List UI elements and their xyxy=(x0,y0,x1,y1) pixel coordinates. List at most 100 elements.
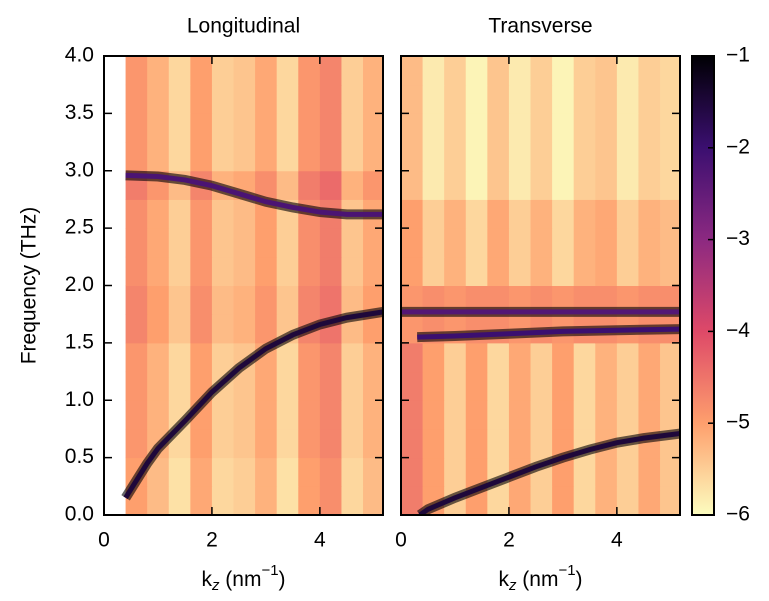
heatmap-cell xyxy=(233,142,256,172)
heatmap-cell xyxy=(125,371,148,401)
heatmap-cell xyxy=(638,457,661,487)
heatmap-cell xyxy=(487,113,510,143)
heatmap-cell xyxy=(422,228,445,258)
heatmap-cell xyxy=(190,84,213,114)
heatmap-cell xyxy=(530,142,553,172)
heatmap-cell xyxy=(125,314,148,344)
colorbar-tick-label: −2 xyxy=(726,135,750,158)
heatmap-cell xyxy=(465,371,488,401)
heatmap-cell xyxy=(530,371,553,401)
heatmap-cell xyxy=(487,486,510,515)
heatmap-cell xyxy=(487,256,510,286)
heatmap-cell xyxy=(276,228,299,258)
heatmap-cell xyxy=(616,56,639,86)
heatmap-cell xyxy=(595,113,618,143)
heatmap-cell xyxy=(168,56,191,86)
heatmap-cell xyxy=(422,84,445,114)
heatmap-cell xyxy=(255,56,278,86)
heatmap-cell xyxy=(660,486,680,515)
heatmap-cell xyxy=(255,285,278,315)
heatmap-cell xyxy=(530,486,553,515)
heatmap-cell xyxy=(638,113,661,143)
heatmap-cell xyxy=(444,457,467,487)
heatmap-cell xyxy=(233,84,256,114)
heatmap-cell xyxy=(401,428,424,459)
heatmap-cell xyxy=(401,142,424,172)
heatmap-cell xyxy=(190,457,213,487)
ridge xyxy=(416,428,680,515)
panel-title: Longitudinal xyxy=(187,15,300,38)
y-tick-label: 1.0 xyxy=(65,388,94,411)
heatmap-cell xyxy=(147,84,170,114)
x-axis-label: kz (nm−1) xyxy=(498,562,582,594)
ridge xyxy=(125,170,383,220)
heatmap-cell xyxy=(573,56,596,86)
heatmap-cell xyxy=(319,142,342,172)
heatmap-cell xyxy=(595,457,618,487)
heatmap-cell xyxy=(422,56,445,86)
heatmap-cell xyxy=(573,113,596,143)
heatmap-cell xyxy=(552,342,575,373)
heatmap-cell xyxy=(487,342,510,373)
heatmap-cell xyxy=(552,486,575,515)
heatmap-cell xyxy=(298,457,321,487)
y-tick-label: 0.5 xyxy=(65,445,94,468)
x-label-sup: −1 xyxy=(558,562,575,579)
heatmap-cell xyxy=(422,342,445,373)
heatmap-cell xyxy=(363,342,383,373)
heatmap-cell xyxy=(276,56,299,86)
heatmap-cell xyxy=(363,113,383,143)
heatmap-cell xyxy=(638,84,661,114)
heatmap-cell xyxy=(147,56,170,86)
heatmap-cell xyxy=(363,256,383,286)
heatmap-cell xyxy=(616,371,639,401)
heatmap-cell xyxy=(276,428,299,459)
heatmap-cell xyxy=(638,486,661,515)
heatmap-cell xyxy=(401,371,424,401)
heatmap-cell xyxy=(363,400,383,430)
heatmap-cell xyxy=(147,142,170,172)
heatmap-cell xyxy=(660,342,680,373)
heatmap-cell xyxy=(638,228,661,258)
heatmap-cell xyxy=(363,170,383,200)
heatmap-cell xyxy=(319,56,342,86)
heatmap-cell xyxy=(190,428,213,459)
ridge-line xyxy=(417,326,680,340)
heatmap-cell xyxy=(530,199,553,229)
heatmap-cell xyxy=(638,371,661,401)
heatmap-cell xyxy=(638,170,661,200)
heatmap-cell xyxy=(422,371,445,401)
heatmap-cell xyxy=(319,285,342,315)
heatmap-cell xyxy=(660,228,680,258)
heatmap-cell xyxy=(211,142,235,172)
heatmap-cell xyxy=(595,342,618,373)
heatmap-cell xyxy=(616,113,639,143)
ridge-line xyxy=(125,172,383,217)
heatmap-cell xyxy=(487,56,510,86)
heatmap-cell xyxy=(125,342,148,373)
heatmap-cell xyxy=(422,457,445,487)
heatmap-cell xyxy=(487,400,510,430)
heatmap-cell xyxy=(465,457,488,487)
heatmap-cell xyxy=(298,228,321,258)
heatmap-cell xyxy=(341,285,364,315)
heatmap-cell xyxy=(319,170,342,200)
heatmap-cell xyxy=(616,486,639,515)
heatmap-cell xyxy=(363,84,383,114)
heatmap-cell xyxy=(422,400,445,430)
heatmap-cell xyxy=(638,256,661,286)
x-label-base: k xyxy=(201,568,212,591)
heatmap-cell xyxy=(363,457,383,487)
heatmap-cell xyxy=(401,113,424,143)
heatmap-cell xyxy=(211,228,235,258)
heatmap-cell xyxy=(444,400,467,430)
heatmap-cell xyxy=(147,228,170,258)
heatmap-cell xyxy=(487,428,510,459)
heatmap-cell xyxy=(573,400,596,430)
heatmap-cell xyxy=(508,256,532,286)
heatmap-cell xyxy=(233,199,256,229)
x-label-sub: z xyxy=(508,577,517,594)
heatmap-cell xyxy=(616,199,639,229)
ridge xyxy=(417,324,680,343)
heatmap-cell xyxy=(595,228,618,258)
